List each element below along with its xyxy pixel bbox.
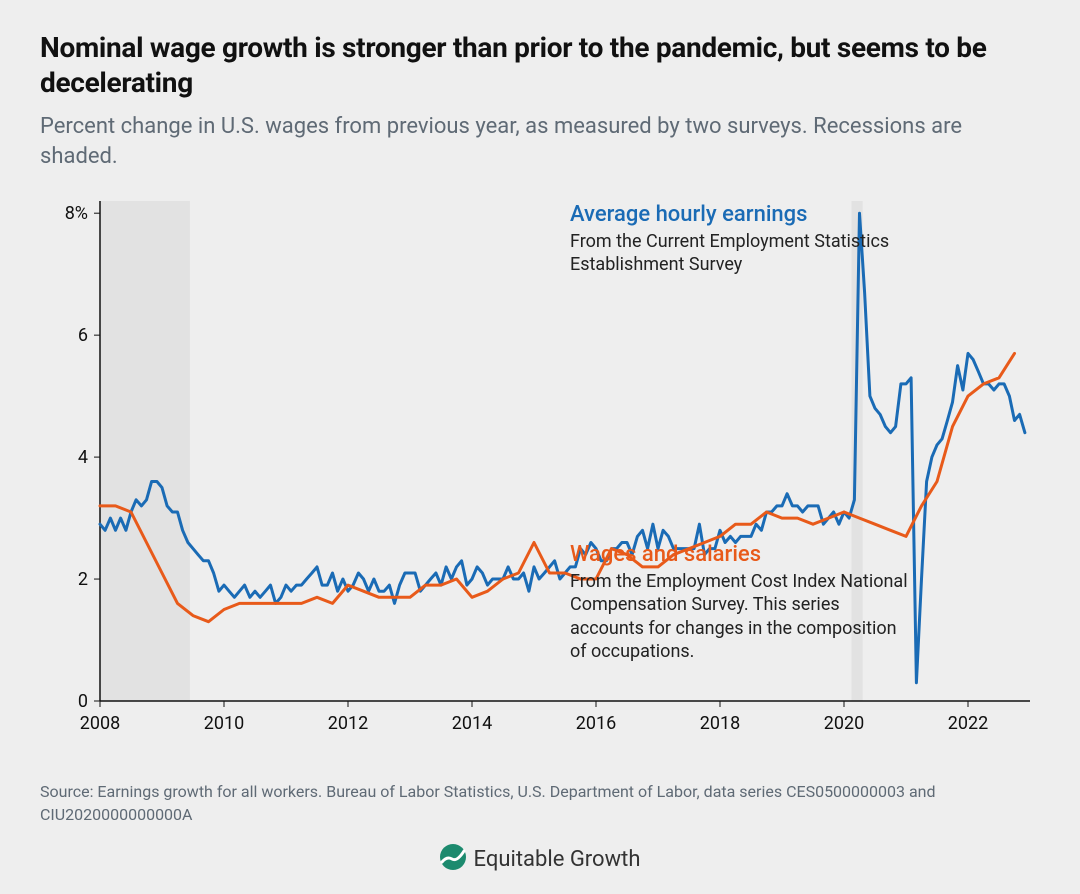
annotation-title: Average hourly earnings	[570, 201, 900, 230]
y-tick-label: 2	[78, 569, 88, 590]
brand-name: Equitable Growth	[474, 847, 641, 872]
x-tick-label: 2008	[80, 713, 120, 734]
x-tick-label: 2016	[576, 713, 616, 734]
x-tick-label: 2020	[824, 713, 864, 734]
annotation-wages-salaries: Wages and salaries From the Employment C…	[570, 541, 910, 663]
chart-area: 0 2 4 6 8% 2008 2010 2012 2014 2016 2018 2020 2022 A…	[40, 191, 1040, 751]
brand-footer: Equitable Growth	[40, 844, 1040, 874]
annotation-avg-hourly-earnings: Average hourly earnings From the Current…	[570, 201, 900, 276]
chart-subtitle: Percent change in U.S. wages from previo…	[40, 112, 1040, 171]
y-tick-label: 4	[78, 447, 88, 468]
x-tick-label: 2018	[700, 713, 740, 734]
x-tick-label: 2014	[452, 713, 492, 734]
annotation-body: From the Employment Cost Index National …	[570, 570, 910, 664]
annotation-body: From the Current Employment Statistics E…	[570, 230, 900, 277]
source-text: Source: Earnings growth for all workers.…	[40, 781, 1040, 826]
chart-title: Nominal wage growth is stronger than pri…	[40, 30, 1040, 100]
recession-band	[100, 201, 190, 701]
y-tick-label: 8%	[65, 204, 88, 225]
x-tick-label: 2022	[948, 713, 988, 734]
x-tick-label: 2012	[328, 713, 368, 734]
x-tick-label: 2010	[204, 713, 244, 734]
y-tick-label: 0	[78, 691, 88, 712]
annotation-title: Wages and salaries	[570, 541, 910, 570]
brand-logo-icon	[440, 844, 466, 874]
y-tick-label: 6	[78, 326, 88, 347]
